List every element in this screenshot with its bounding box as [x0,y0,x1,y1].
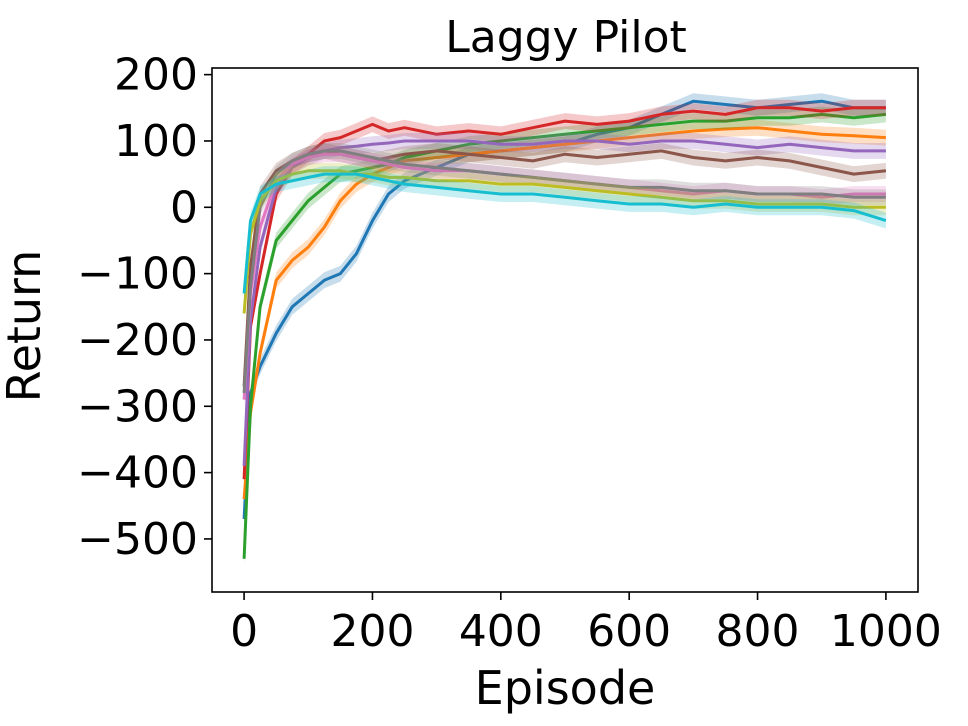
y-axis-title: Return [0,250,51,403]
series-2-line [242,112,887,559]
series-layer [242,93,887,567]
x-tick-label: 1000 [830,606,942,657]
x-tick-label: 0 [230,606,258,657]
plot-frame [211,67,919,593]
chart-title: Laggy Pilot [445,12,687,63]
series-9-line [242,172,887,294]
x-tick-label: 600 [587,606,671,657]
y-tick-label: −300 [77,381,198,432]
y-tick-label: 200 [114,50,198,101]
x-axis-title: Episode [475,661,656,715]
y-tick-label: −100 [77,249,198,300]
series-9-band [244,166,886,302]
y-axis-ticks: −500 −400 −300 −200 −100 0 100 200 [77,50,212,565]
y-tick-label: −500 [77,514,198,565]
y-tick-label: −200 [77,315,198,366]
y-tick-label: −400 [77,448,198,499]
x-tick-label: 400 [459,606,543,657]
series-7-line [242,149,886,394]
series-4-line [242,139,886,467]
series-8-line [242,169,886,314]
y-tick-label: 100 [114,116,198,167]
x-tick-label: 800 [716,606,800,657]
x-axis-ticks: 0 200 400 600 800 1000 [230,592,942,657]
y-tick-label: 0 [170,182,198,233]
x-tick-label: 200 [330,606,414,657]
